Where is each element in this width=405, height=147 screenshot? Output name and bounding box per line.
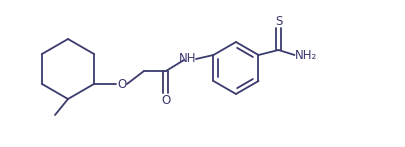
Text: S: S: [274, 15, 281, 27]
Text: O: O: [161, 93, 170, 106]
Text: O: O: [117, 77, 126, 91]
Text: NH: NH: [179, 51, 196, 65]
Text: NH₂: NH₂: [295, 49, 317, 61]
